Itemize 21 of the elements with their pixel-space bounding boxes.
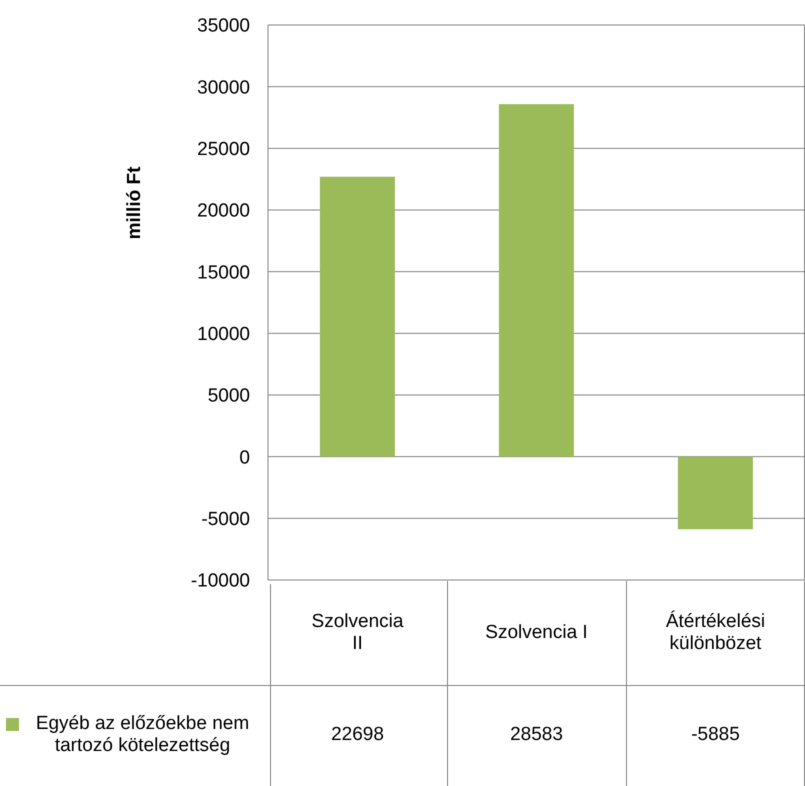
y-tick-label: -10000 <box>190 570 250 592</box>
y-tick-label: 5000 <box>208 386 250 407</box>
bar <box>498 104 574 457</box>
y-tick-label: 15000 <box>197 262 250 284</box>
x-tick-label: Átértékelési különbözet <box>664 610 766 654</box>
data-label: 28583 <box>509 723 564 747</box>
y-tick-label: 25000 <box>197 139 250 160</box>
x-tick-label: Szolvencia II <box>310 610 404 654</box>
y-tick-label: 20000 <box>197 200 250 222</box>
y-tick-label: 30000 <box>197 77 250 98</box>
data-label: -5885 <box>690 723 741 747</box>
y-tick-label: 0 <box>239 447 250 468</box>
legend-label: Egyéb az előzőekbe nem tartozó kötelezettség <box>34 713 250 757</box>
bar <box>678 456 753 530</box>
x-tick-label: Szolvencia I <box>485 622 588 644</box>
y-tick-label: 35000 <box>197 16 250 37</box>
y-axis-title: millió Ft <box>124 166 146 239</box>
data-label: 22698 <box>330 723 385 747</box>
y-tick-label: -5000 <box>201 509 250 530</box>
bar <box>320 176 395 457</box>
y-tick-label: 10000 <box>197 324 250 346</box>
